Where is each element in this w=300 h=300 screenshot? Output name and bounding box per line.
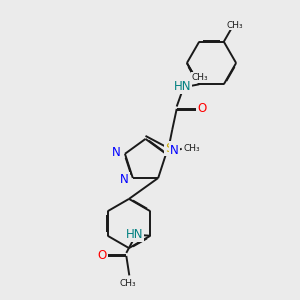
Text: HN: HN [174,80,191,93]
Text: N: N [120,173,129,186]
Text: O: O [198,102,207,116]
Text: S: S [165,142,173,155]
Text: O: O [97,249,106,262]
Text: N: N [170,144,179,157]
Text: CH₃: CH₃ [183,144,200,153]
Text: N: N [112,146,121,159]
Text: CH₃: CH₃ [191,73,208,82]
Text: CH₃: CH₃ [119,279,136,288]
Text: HN: HN [126,228,143,241]
Text: CH₃: CH₃ [226,21,243,30]
